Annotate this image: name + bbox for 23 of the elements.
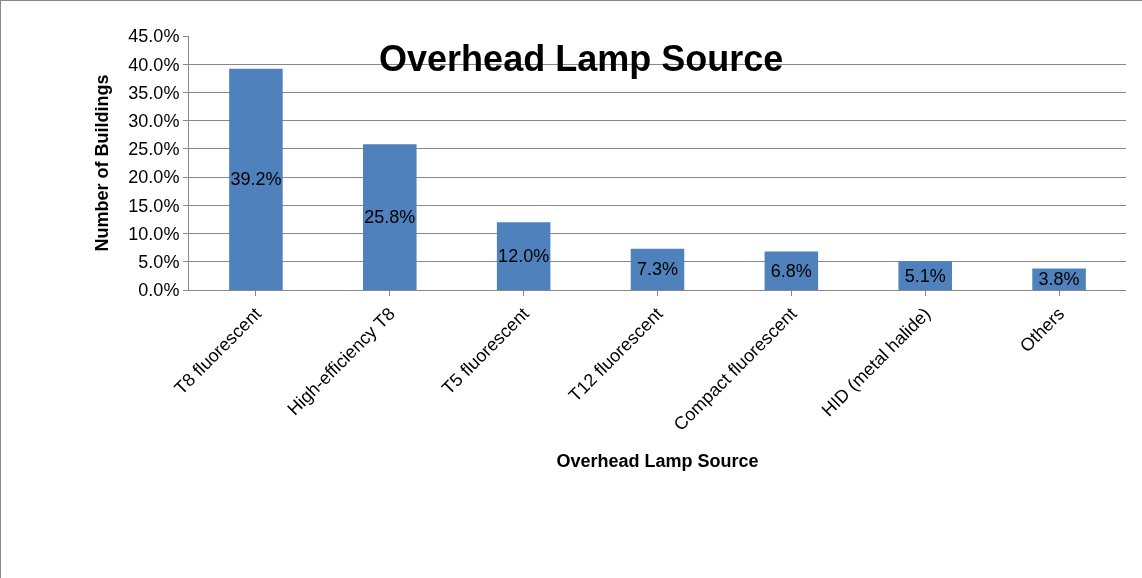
bar	[363, 144, 417, 290]
y-tick-label: 30.0%	[128, 110, 180, 131]
bar	[496, 222, 551, 290]
y-tick-label: 25.0%	[128, 139, 180, 160]
data-label: 12.0%	[498, 246, 550, 267]
y-tick-label: 40.0%	[128, 54, 180, 75]
chart-title: Overhead Lamp Source	[379, 38, 784, 80]
data-label: 5.1%	[904, 265, 946, 286]
y-tick-label: 35.0%	[128, 82, 180, 103]
data-label: 25.8%	[364, 207, 416, 228]
y-tick-label: 0.0%	[138, 280, 180, 301]
y-tick-label: 15.0%	[128, 195, 180, 216]
y-tick-label: 10.0%	[128, 223, 180, 244]
data-label: 39.2%	[230, 169, 282, 190]
y-tick-label: 45.0%	[128, 26, 180, 47]
bar	[229, 68, 283, 290]
y-axis-title: Number of Buildings	[91, 74, 112, 252]
y-tick-label: 20.0%	[128, 167, 180, 188]
y-tick-label: 5.0%	[138, 252, 180, 273]
data-label: 7.3%	[636, 259, 679, 280]
data-label: 3.8%	[1038, 269, 1080, 290]
data-label: 6.8%	[770, 260, 812, 281]
x-axis-title: Overhead Lamp Source	[556, 450, 759, 471]
